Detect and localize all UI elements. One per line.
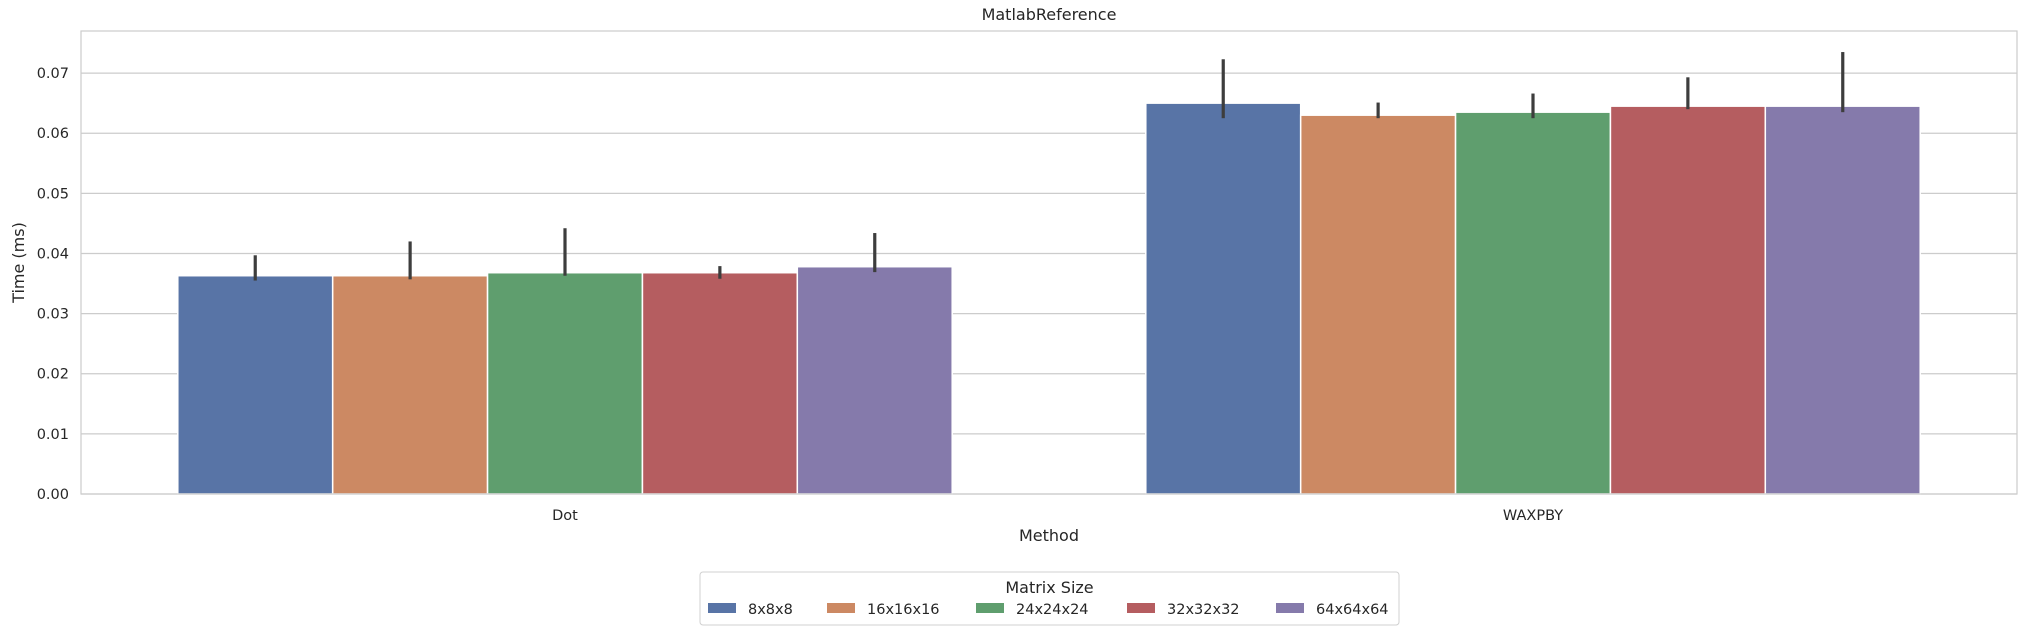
legend-label: 32x32x32	[1167, 602, 1240, 618]
y-tick-label: 0.05	[37, 186, 69, 202]
legend-swatch	[827, 603, 855, 613]
y-tick-label: 0.03	[37, 307, 69, 323]
legend-title: Matrix Size	[1005, 578, 1093, 597]
bar	[177, 274, 334, 495]
x-axis-label: Method	[1019, 526, 1079, 545]
bars	[177, 102, 1921, 495]
y-axis-label: Time (ms)	[9, 222, 28, 304]
chart-title: MatlabReference	[982, 5, 1117, 24]
y-tick-label: 0.00	[37, 487, 69, 503]
y-tick-label: 0.04	[37, 246, 69, 262]
legend-label: 64x64x64	[1316, 602, 1389, 618]
x-tick-labels: Dot WAXPBY	[552, 508, 1563, 524]
legend: Matrix Size 8x8x8 16x16x16 24x24x24 32x32x3…	[699, 571, 1400, 626]
legend-swatch	[976, 603, 1004, 613]
x-tick-label: Dot	[552, 508, 578, 524]
bar	[796, 265, 953, 495]
y-tick-label: 0.06	[37, 126, 69, 142]
bar	[1764, 105, 1921, 495]
legend-swatch	[708, 603, 736, 613]
x-tick-label: WAXPBY	[1503, 508, 1563, 524]
bar	[331, 274, 489, 495]
bar	[1609, 105, 1767, 495]
y-tick-label: 0.02	[37, 367, 69, 383]
bar	[1299, 114, 1457, 495]
legend-label: 16x16x16	[867, 602, 940, 618]
bar	[1145, 102, 1302, 495]
legend-label: 24x24x24	[1016, 602, 1089, 618]
bar	[641, 271, 799, 495]
plot-frame	[80, 30, 2018, 495]
bar	[1454, 111, 1612, 495]
error-bars	[253, 52, 1845, 281]
legend-box	[699, 571, 1400, 626]
y-tick-label: 0.01	[37, 427, 69, 443]
y-tick-labels: 0.00 0.01 0.02 0.03 0.04 0.05 0.06 0.07	[37, 66, 69, 503]
legend-swatch	[1127, 603, 1155, 613]
bar	[486, 271, 644, 495]
y-tick-label: 0.07	[37, 66, 69, 82]
legend-swatch	[1276, 603, 1304, 613]
legend-label: 8x8x8	[748, 602, 793, 618]
